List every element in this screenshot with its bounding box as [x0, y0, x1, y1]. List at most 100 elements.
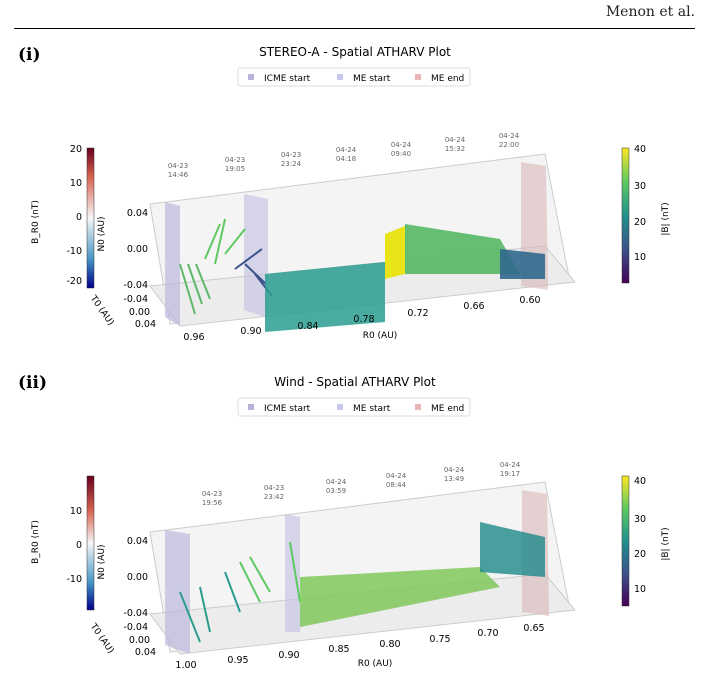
cbar-tick: 10 [70, 178, 82, 189]
r-tick: 0.90 [240, 326, 261, 337]
ts-date: 04-24 [500, 461, 521, 469]
colorbar-b-label: |B| (nT) [661, 527, 671, 560]
icme-start-plane [165, 202, 180, 326]
ts-time: 08:44 [386, 481, 407, 489]
legend-box [237, 67, 471, 87]
legend-marker-me-end [415, 404, 421, 410]
cbar-tick: -10 [66, 246, 82, 257]
ts-date: 04-23 [281, 151, 301, 159]
ts-time: 19:17 [500, 470, 520, 478]
t-tick: -0.04 [123, 622, 148, 633]
r-tick: 0.66 [463, 301, 484, 312]
cbar-tick: 30 [634, 514, 646, 525]
colorbar-b [621, 147, 630, 284]
n-tick: 0.00 [127, 244, 148, 255]
n-tick: -0.04 [123, 280, 148, 291]
ts-date: 04-24 [444, 466, 465, 474]
legend-box [237, 397, 471, 417]
r-axis-label: R0 (AU) [358, 659, 393, 669]
flux-rope-vectors [179, 522, 545, 643]
ts-date: 04-24 [326, 478, 347, 486]
t-tick: 0.04 [135, 319, 156, 330]
ts-date: 04-24 [445, 136, 466, 144]
legend-me-end: ME end [431, 74, 464, 84]
colorbar-br [86, 475, 95, 611]
ts-date: 04-24 [391, 141, 412, 149]
t-axis-label: T0 (AU) [87, 621, 115, 655]
legend-icme-start: ICME start [264, 74, 311, 84]
colorbar-br-label: B_R0 (nT) [31, 200, 41, 244]
r-tick: 0.84 [297, 321, 318, 332]
colorbar-b [621, 475, 630, 607]
r-tick: 0.80 [379, 639, 400, 650]
cbar-tick: 10 [634, 252, 646, 263]
n-axis-label: N0 (AU) [97, 544, 107, 579]
ts-time: 23:24 [281, 160, 302, 168]
cbar-tick: -10 [66, 574, 82, 585]
legend-marker-icme-start [248, 404, 254, 410]
ts-time: 19:56 [202, 499, 223, 507]
timestamp-labels: 04-23 14:46 04-23 19:05 04-23 23:24 04-2… [168, 132, 520, 179]
cbar-tick: 20 [634, 549, 646, 560]
cbar-tick: 40 [634, 144, 646, 155]
panel-ii-title: Wind - Spatial ATHARV Plot [274, 375, 436, 389]
icme-start-plane [165, 530, 190, 654]
ts-time: 03:59 [326, 487, 346, 495]
cbar-tick: 30 [634, 181, 646, 192]
ts-date: 04-24 [386, 472, 407, 480]
ts-time: 09:40 [391, 150, 411, 158]
r-tick: 0.65 [523, 623, 544, 634]
legend-me-start: ME start [353, 74, 391, 84]
legend-marker-me-end [415, 74, 421, 80]
legend-marker-icme-start [248, 74, 254, 80]
cbar-tick: 0 [76, 540, 82, 551]
t-tick: 0.00 [129, 635, 150, 646]
r-tick: 0.70 [477, 628, 498, 639]
colorbar-br [86, 147, 95, 289]
r-tick: 0.60 [519, 295, 540, 306]
panel-i-title: STEREO-A - Spatial ATHARV Plot [259, 45, 451, 59]
ts-time: 23:42 [264, 493, 284, 501]
n-tick: 0.04 [127, 536, 148, 547]
cbar-tick: 40 [634, 476, 646, 487]
r-tick: 0.95 [227, 655, 248, 666]
ts-time: 13:49 [444, 475, 464, 483]
panel-ii-label: (ii) [18, 373, 47, 393]
r-tick: 0.90 [278, 650, 299, 661]
figure-panel-i: (i) STEREO-A - Spatial ATHARV Plot ICME … [0, 34, 705, 364]
n-tick: 0.04 [127, 208, 148, 219]
colorbar-b-label: |B| (nT) [661, 202, 671, 235]
r-tick: 0.85 [328, 644, 349, 655]
ts-date: 04-23 [264, 484, 284, 492]
timestamp-labels: 04-23 19:56 04-23 23:42 04-24 03:59 04-2… [202, 461, 521, 507]
n-axis-label: N0 (AU) [97, 216, 107, 251]
r-axis-label: R0 (AU) [363, 331, 398, 341]
ts-time: 15:32 [445, 145, 465, 153]
r-tick: 1.00 [175, 660, 196, 671]
me-start-plane [285, 514, 300, 632]
header-rule [14, 28, 695, 29]
ts-date: 04-23 [202, 490, 222, 498]
panel-i-label: (i) [18, 45, 41, 65]
running-author: Menon et al. [605, 4, 695, 20]
cbar-tick: 20 [634, 217, 646, 228]
cbar-tick: 0 [76, 212, 82, 223]
t-axis-label: T0 (AU) [87, 293, 115, 327]
n-tick: 0.00 [127, 572, 148, 583]
r-tick: 0.72 [407, 308, 428, 319]
cbar-tick: 10 [70, 506, 82, 517]
r-tick: 0.78 [353, 314, 374, 325]
ts-time: 04:18 [336, 155, 356, 163]
ts-date: 04-23 [225, 156, 245, 164]
colorbar-br-label: B_R0 (nT) [31, 520, 41, 564]
cbar-tick: -20 [66, 276, 82, 287]
cbar-tick: 10 [634, 584, 646, 595]
legend-icme-start: ICME start [264, 404, 311, 414]
t-tick: -0.04 [123, 294, 148, 305]
ts-date: 04-23 [168, 162, 188, 170]
ts-time: 22:00 [499, 141, 519, 149]
legend-me-start: ME start [353, 404, 391, 414]
n-tick: -0.04 [123, 608, 148, 619]
t-tick: 0.04 [135, 647, 156, 658]
page-header: Menon et al. [0, 0, 705, 30]
